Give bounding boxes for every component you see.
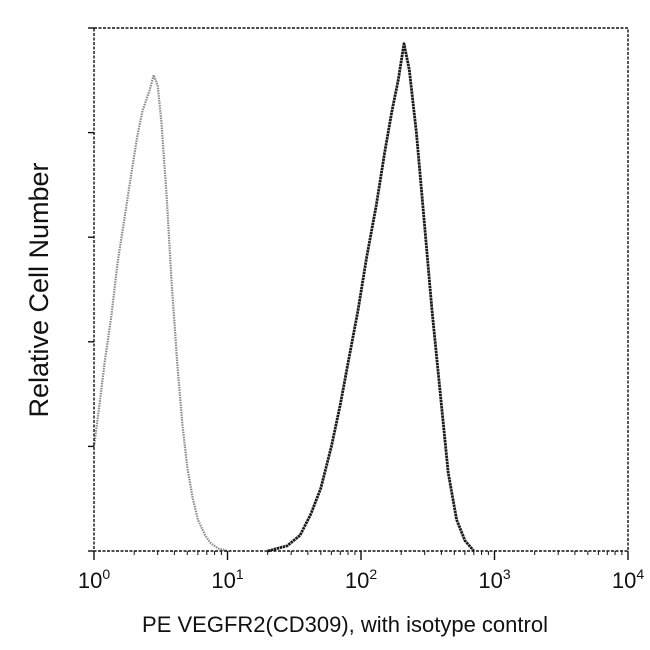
x-tick-label-2: 101: [211, 566, 243, 593]
x-tick-label-3: 102: [345, 566, 377, 593]
y-axis-label: Relative Cell Number: [24, 162, 54, 417]
x-tick-label-4: 103: [478, 566, 510, 593]
x-tick-label-5: 104: [612, 566, 644, 593]
x-tick-label-1: 100: [78, 566, 110, 593]
histogram-series-1: [92, 74, 228, 553]
x-axis-label: PE VEGFR2(CD309), with isotype control: [142, 612, 548, 637]
histogram-series-2: [267, 42, 475, 553]
plot-frame: [93, 27, 629, 552]
